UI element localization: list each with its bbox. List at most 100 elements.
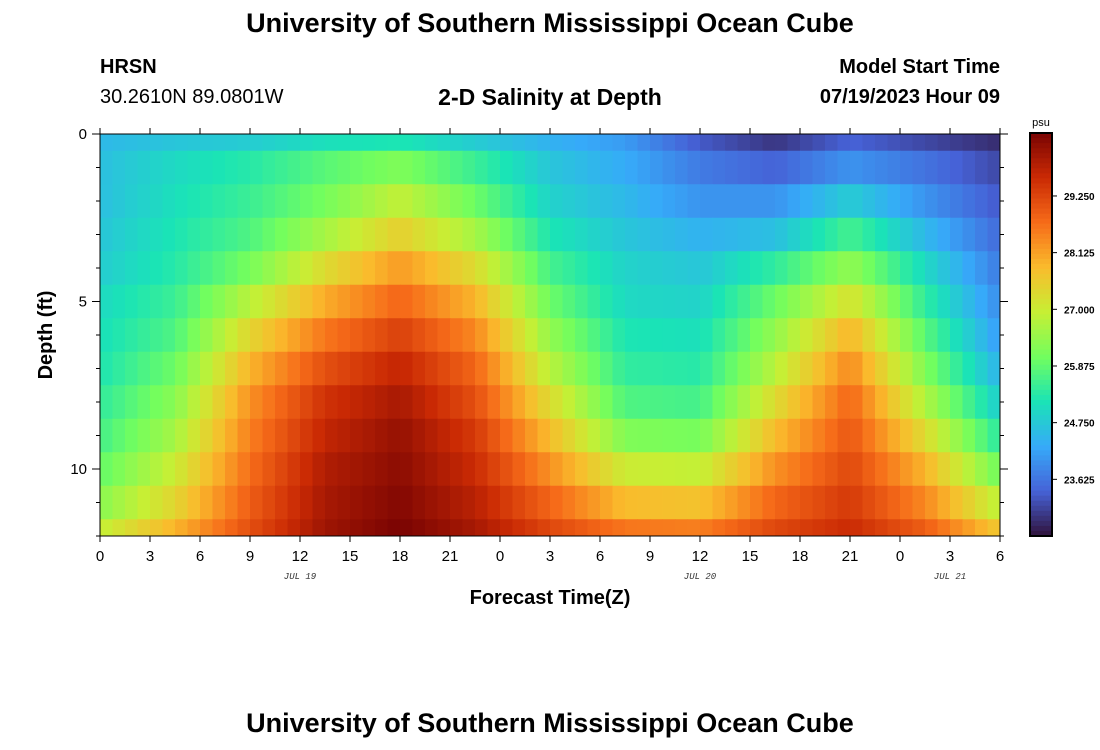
heatmap-cell — [375, 284, 389, 319]
heatmap-cell — [712, 351, 726, 386]
heatmap-cell — [212, 184, 226, 219]
heatmap-cell — [225, 184, 239, 219]
heatmap-cell — [537, 184, 551, 219]
heatmap-cell — [225, 385, 239, 420]
heatmap-cell — [500, 318, 514, 353]
heatmap-cell — [825, 519, 839, 536]
heatmap-cell — [700, 150, 714, 185]
heatmap-cell — [150, 351, 164, 386]
heatmap-cell — [912, 217, 926, 252]
heatmap-cell — [600, 385, 614, 420]
colorbar-segment — [1030, 198, 1052, 205]
colorbar-segment — [1030, 389, 1052, 396]
heatmap-cell — [825, 184, 839, 219]
heatmap-cell — [812, 452, 826, 487]
heatmap-cell — [862, 150, 876, 185]
heatmap-cell — [837, 418, 851, 453]
heatmap-cell — [525, 385, 539, 420]
heatmap-cell — [925, 251, 939, 286]
y-tick-label: 5 — [79, 294, 87, 311]
heatmap-cell — [375, 485, 389, 520]
heatmap-cell — [712, 385, 726, 420]
heatmap-cell — [737, 485, 751, 520]
heatmap-cell — [137, 318, 151, 353]
heatmap-cell — [350, 217, 364, 252]
heatmap-cell — [100, 418, 114, 453]
heatmap-cell — [450, 485, 464, 520]
heatmap-cell — [362, 385, 376, 420]
heatmap-cell — [387, 150, 401, 185]
heatmap-cell — [500, 385, 514, 420]
heatmap-cell — [262, 284, 276, 319]
heatmap-cell — [112, 452, 126, 487]
heatmap-cell — [500, 519, 514, 536]
colorbar-segment — [1030, 178, 1052, 184]
heatmap-cell — [562, 184, 576, 219]
heatmap-cell — [525, 351, 539, 386]
heatmap-cell — [487, 485, 501, 520]
heatmap-cell — [700, 134, 714, 152]
heatmap-cell — [437, 452, 451, 487]
heatmap-cell — [737, 284, 751, 319]
heatmap-cell — [212, 251, 226, 286]
heatmap-cell — [725, 134, 739, 152]
heatmap-cell — [312, 217, 326, 252]
heatmap-cell — [512, 351, 526, 386]
heatmap-cell — [500, 418, 514, 453]
heatmap-cell — [112, 284, 126, 319]
heatmap-cell — [987, 217, 1000, 252]
heatmap-cell — [137, 184, 151, 219]
heatmap-cell — [975, 184, 989, 219]
heatmap-cell — [712, 485, 726, 520]
x-tick-label: 9 — [246, 548, 254, 565]
heatmap-cell — [787, 134, 801, 152]
heatmap-cell — [237, 485, 251, 520]
heatmap-cell — [700, 217, 714, 252]
station-name: HRSN — [100, 56, 157, 78]
heatmap-cell — [662, 318, 676, 353]
heatmap-cell — [575, 519, 589, 536]
heatmap-cell — [262, 519, 276, 536]
heatmap-cell — [112, 318, 126, 353]
heatmap-cell — [687, 485, 701, 520]
heatmap-cell — [100, 318, 114, 353]
heatmap-cell — [675, 150, 689, 185]
heatmap-cell — [587, 217, 601, 252]
heatmap-cell — [487, 284, 501, 319]
heatmap-cell — [500, 485, 514, 520]
heatmap-cell — [825, 251, 839, 286]
heatmap-cell — [112, 519, 126, 536]
colorbar-segment — [1030, 465, 1052, 472]
heatmap-cell — [637, 284, 651, 319]
heatmap-cell — [175, 351, 189, 386]
heatmap-cell — [850, 418, 864, 453]
heatmap-cell — [587, 351, 601, 386]
heatmap-cell — [837, 284, 851, 319]
heatmap-cell — [562, 150, 576, 185]
heatmap-cell — [250, 318, 264, 353]
heatmap-cell — [437, 485, 451, 520]
heatmap-cell — [337, 418, 351, 453]
heatmap-cell — [175, 251, 189, 286]
heatmap-cell — [387, 452, 401, 487]
heatmap-cell — [187, 150, 201, 185]
heatmap-cell — [800, 184, 814, 219]
heatmap-cell — [600, 418, 614, 453]
heatmap-cell — [575, 485, 589, 520]
heatmap-cell — [687, 318, 701, 353]
heatmap-cell — [525, 217, 539, 252]
heatmap-cell — [637, 418, 651, 453]
heatmap-cell — [825, 418, 839, 453]
heatmap-cell — [800, 284, 814, 319]
heatmap-cell — [162, 134, 176, 152]
heatmap-cell — [475, 150, 489, 185]
heatmap-cell — [150, 217, 164, 252]
x-tick-label: 9 — [646, 548, 654, 565]
colorbar-segment — [1030, 133, 1052, 139]
colorbar-segment — [1030, 415, 1052, 421]
colorbar-segment — [1030, 238, 1052, 245]
heatmap-cell — [812, 150, 826, 185]
heatmap-cell — [812, 351, 826, 386]
heatmap-cell — [437, 251, 451, 286]
heatmap-cell — [887, 418, 901, 453]
